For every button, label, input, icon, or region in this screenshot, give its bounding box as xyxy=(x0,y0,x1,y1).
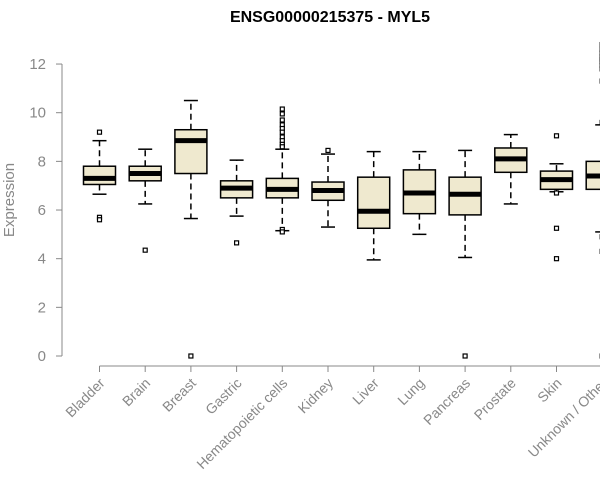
y-tick-label: 0 xyxy=(38,348,46,365)
box-hematopoietic-cells xyxy=(265,106,300,235)
box-breast xyxy=(174,99,208,359)
box-lung xyxy=(402,150,437,236)
box-gastric xyxy=(219,159,254,246)
box-unknown-other xyxy=(585,41,600,359)
outlier-point xyxy=(553,190,560,196)
y-tick-label: 6 xyxy=(38,202,46,219)
outlier-point xyxy=(142,247,148,253)
outlier-point xyxy=(279,117,285,123)
outlier-point xyxy=(96,129,103,135)
outlier-point xyxy=(279,111,285,117)
x-tick-label: Brain xyxy=(119,375,153,409)
outlier-point xyxy=(96,217,103,223)
outlier-point xyxy=(553,225,560,231)
box-iqr xyxy=(174,128,208,175)
box-iqr xyxy=(82,165,117,186)
box-pancreas xyxy=(448,149,482,359)
chart-title: ENSG00000215375 - MYL5 xyxy=(230,9,430,26)
outlier-point xyxy=(553,133,560,139)
box-liver xyxy=(356,150,391,261)
x-tick-label: Breast xyxy=(159,375,199,415)
y-tick-label: 2 xyxy=(38,299,46,316)
x-tick-label: Prostate xyxy=(471,375,519,423)
box-brain xyxy=(128,148,162,253)
outlier-point xyxy=(279,144,285,150)
outlier-point xyxy=(325,147,331,154)
x-tick-label: Bladder xyxy=(62,375,108,421)
outlier-point xyxy=(279,129,285,135)
outlier-point xyxy=(234,240,240,246)
y-tick-label: 8 xyxy=(38,153,46,170)
outlier-point xyxy=(279,229,285,235)
outlier-point xyxy=(553,256,560,262)
y-tick-label: 4 xyxy=(38,251,46,268)
x-tick-label: Kidney xyxy=(295,375,337,417)
x-tick-label: Gastric xyxy=(202,375,245,418)
x-tick-label: Liver xyxy=(349,375,382,408)
outlier-point xyxy=(462,353,468,359)
x-tick-label: Skin xyxy=(534,375,565,406)
outlier-point xyxy=(188,353,194,359)
box-skin xyxy=(539,133,574,262)
x-tick-label: Hematopoietic cells xyxy=(193,375,290,472)
y-tick-label: 12 xyxy=(29,56,46,73)
y-axis: 0 2 4 6 8 10 12 xyxy=(29,56,63,365)
x-tick-label: Lung xyxy=(394,375,427,408)
outlier-point xyxy=(279,106,285,112)
box-kidney xyxy=(311,147,345,228)
y-axis-label: Expression xyxy=(1,163,18,237)
y-tick-label: 10 xyxy=(29,105,46,122)
box-iqr xyxy=(356,176,391,230)
box-series xyxy=(82,41,600,359)
x-tick-label: Pancreas xyxy=(420,375,473,428)
box-bladder xyxy=(82,129,117,223)
box-prostate xyxy=(494,133,528,205)
